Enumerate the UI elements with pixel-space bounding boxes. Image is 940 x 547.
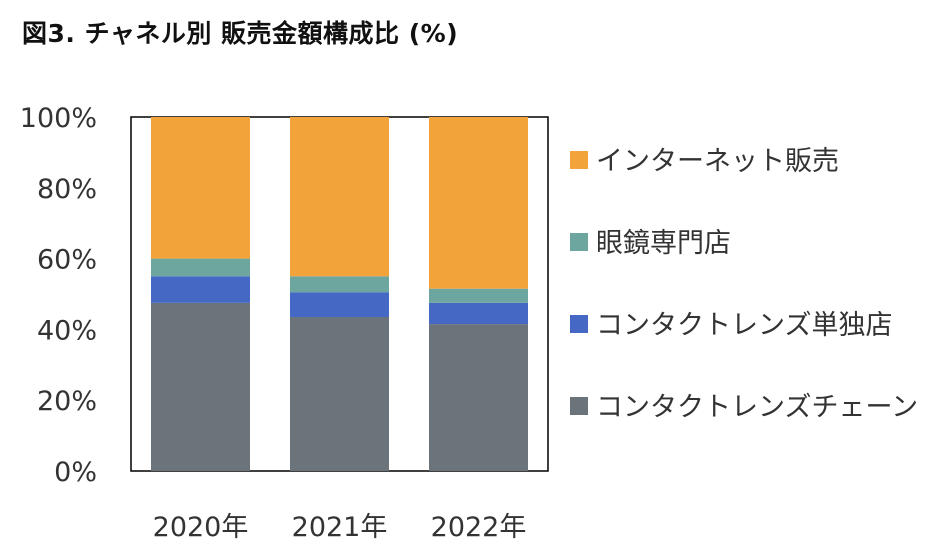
bar-segment-3-1	[151, 258, 250, 277]
x-category-label: 2022年	[431, 512, 527, 543]
bar-segment-3-2	[290, 276, 389, 293]
bar-segment-2-2	[290, 292, 389, 318]
y-tick-label: 20%	[37, 386, 97, 417]
x-category-label: 2021年	[292, 512, 388, 543]
legend-swatch	[570, 233, 588, 251]
bar-segment-4-2	[290, 117, 389, 277]
x-category-label: 2020年	[153, 512, 249, 543]
legend-label: 眼鏡専門店	[596, 228, 731, 259]
bar-segment-4-1	[151, 117, 250, 259]
bar-segment-3-3	[429, 288, 528, 303]
legend-label: コンタクトレンズチェーン	[596, 392, 918, 423]
legend-swatch	[570, 151, 588, 169]
y-tick-label: 0%	[54, 457, 97, 488]
y-tick-label: 100%	[20, 103, 97, 134]
y-tick-label: 80%	[37, 174, 97, 205]
y-tick-label: 40%	[37, 315, 97, 346]
bar-segment-1-1	[151, 302, 250, 471]
chart-title: 図3. チャネル別 販売金額構成比 (%)	[22, 19, 459, 48]
legend-label: インターネット販売	[596, 146, 839, 177]
legend-label: コンタクトレンズ単独店	[596, 310, 892, 341]
legend-swatch	[570, 315, 588, 333]
bar-segment-1-3	[429, 324, 528, 471]
legend-swatch	[570, 397, 588, 415]
bar-segment-2-3	[429, 302, 528, 325]
bar-segment-2-1	[151, 276, 250, 303]
y-tick-label: 60%	[37, 245, 97, 276]
bar-segment-4-3	[429, 117, 528, 289]
bar-segment-1-2	[290, 317, 389, 471]
